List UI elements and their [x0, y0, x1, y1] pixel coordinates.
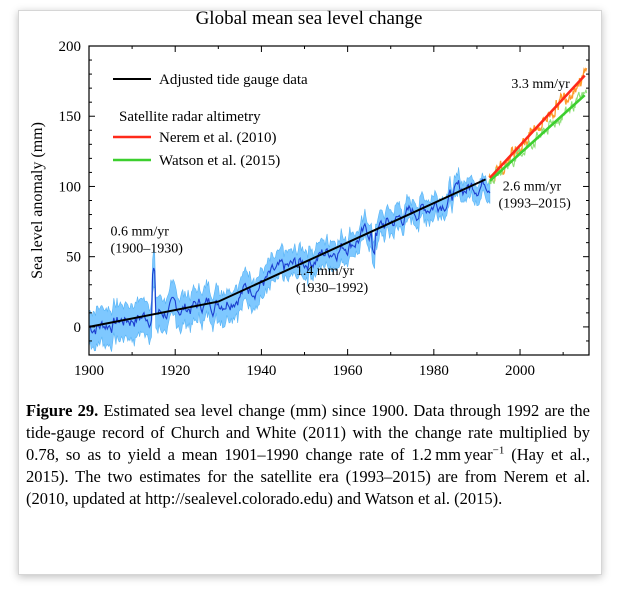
annotation-4: 3.3 mm/yr — [511, 77, 570, 92]
x-tick-label: 1960 — [333, 363, 363, 379]
x-tick-label: 1900 — [74, 363, 104, 379]
y-axis-label: Sea level anomaly (mm) — [29, 122, 46, 279]
y-tick-label: 100 — [59, 179, 82, 195]
figure-card — [18, 10, 602, 575]
annotation-6: (1993–2015) — [498, 197, 571, 212]
annotation-2: 1.4 mm/yr — [296, 264, 355, 279]
legend-nerem-label: Nerem et al. (2010) — [159, 130, 276, 146]
caption-superscript: −1 — [492, 444, 505, 457]
legend-tide-gauge-label: Adjusted tide gauge data — [159, 72, 308, 88]
watson-trend-line — [489, 94, 586, 182]
x-tick-label: 2000 — [505, 363, 535, 379]
caption-text-1: Estimated sea level change (mm) since 19… — [26, 401, 590, 464]
y-tick-label: 0 — [74, 320, 82, 336]
legend-watson-label: Watson et al. (2015) — [159, 153, 280, 169]
x-tick-label: 1940 — [246, 363, 276, 379]
x-tick-label: 1980 — [419, 363, 449, 379]
annotation-1: (1900–1930) — [111, 241, 184, 256]
y-tick-label: 200 — [59, 39, 82, 55]
nerem-trend-line — [488, 74, 586, 179]
x-tick-label: 1920 — [160, 363, 190, 379]
caption-text-3: ) and Watson et al. (2015). — [327, 489, 503, 508]
figure-caption: Figure 29. Estimated sea level change (m… — [26, 400, 590, 510]
annotation-3: (1930–1992) — [296, 281, 369, 296]
caption-url[interactable]: http://sealevel.colorado.edu — [145, 489, 328, 508]
y-tick-label: 50 — [66, 250, 81, 266]
annotation-0: 0.6 mm/yr — [111, 225, 170, 240]
tide-gauge-trend-line — [88, 178, 487, 328]
chart-title: Global mean sea level change — [195, 8, 423, 29]
sea-level-chart: 1900 1920 1940 1960 1980 2000 0 50 100 150 200 Sea … — [29, 39, 590, 379]
tide-gauge-uncertainty-band — [88, 167, 491, 352]
caption-label: Figure 29. — [26, 401, 99, 420]
caption-text-2: (Hay et al., 2015). The two estimates fo… — [26, 445, 590, 508]
y-tick-label: 150 — [59, 109, 82, 125]
legend-satellite-heading: Satellite radar altimetry — [119, 109, 261, 125]
annotation-5: 2.6 mm/yr — [503, 180, 562, 195]
